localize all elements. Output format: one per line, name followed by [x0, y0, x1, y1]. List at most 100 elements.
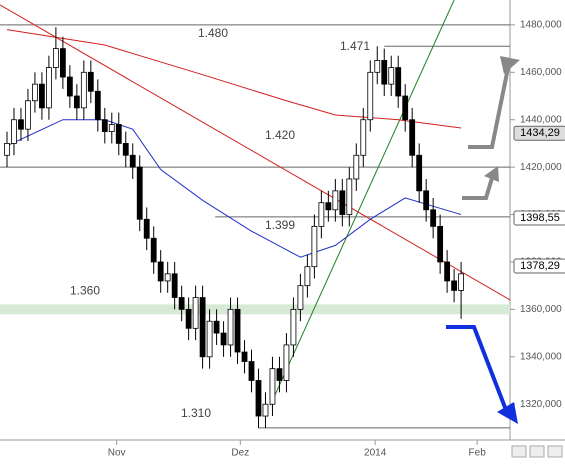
arrow-head	[500, 56, 520, 74]
candle-body	[444, 261, 451, 282]
level-label: 1.471	[340, 39, 370, 53]
candle-body	[52, 48, 59, 68]
price-label: 1378,29	[520, 260, 560, 272]
candle-body	[171, 273, 178, 298]
candle-body	[101, 119, 108, 132]
candle-body	[164, 273, 171, 282]
level-label: 1.360	[70, 284, 100, 298]
y-tick-label: 1320,000	[520, 399, 562, 410]
candle-body	[73, 95, 80, 109]
candle-body	[304, 266, 311, 287]
zoom-button[interactable]	[511, 445, 527, 458]
level-label: 1.399	[265, 218, 295, 232]
candle-body	[94, 90, 101, 121]
x-tick-label: 2014	[364, 448, 387, 459]
candle-body	[255, 380, 262, 417]
candle-body	[346, 178, 353, 215]
candle-body	[402, 95, 409, 121]
candle-body	[150, 237, 157, 263]
candle-body	[388, 67, 395, 85]
candle-body	[276, 368, 283, 381]
candle-body	[423, 190, 430, 211]
arrow-up-gray	[462, 177, 494, 200]
candle-body	[220, 332, 227, 346]
candle-body	[185, 308, 192, 329]
price-label-box	[513, 258, 565, 274]
candle-body	[339, 190, 346, 215]
y-tick-label: 1420,000	[520, 162, 562, 173]
candle-body	[234, 308, 241, 353]
price-label: 1434,29	[520, 127, 560, 139]
candle-body	[80, 71, 87, 109]
x-tick-label: Nov	[108, 448, 126, 459]
candle-body	[311, 226, 318, 268]
arrow-head	[484, 166, 499, 182]
candle-body	[192, 297, 199, 329]
y-tick-label: 1460,000	[520, 67, 562, 78]
candle-body	[458, 273, 464, 291]
x-tick-label: Dez	[231, 448, 249, 459]
candle-body	[318, 202, 325, 227]
zoom-button[interactable]	[529, 445, 545, 458]
level-label: 1.480	[198, 26, 228, 40]
trend-line	[269, 0, 455, 406]
candle-body	[353, 154, 360, 180]
candle-body	[108, 124, 115, 132]
candle-body	[367, 71, 374, 121]
candle-body	[143, 218, 150, 239]
candle-body	[157, 261, 164, 282]
candle-body	[18, 119, 24, 130]
candle-body	[451, 280, 458, 291]
candle-body	[248, 361, 255, 381]
toolbar[interactable]	[511, 445, 563, 458]
candle-body	[32, 83, 38, 102]
candle-body	[122, 143, 129, 156]
candle-body	[39, 83, 45, 109]
moving-average	[6, 29, 462, 129]
arrow-head	[497, 402, 518, 424]
level-label: 1.420	[265, 128, 295, 142]
candle-body	[46, 67, 52, 109]
candle-body	[269, 368, 276, 405]
price-label-box	[513, 125, 565, 141]
candle-body	[297, 285, 304, 310]
candle-body	[115, 124, 122, 144]
candle-body	[332, 190, 339, 211]
support-zone	[0, 304, 510, 315]
candle-body	[206, 320, 213, 358]
candle-body	[87, 71, 94, 92]
y-tick-label: 1440,000	[520, 114, 562, 125]
candle-body	[199, 297, 206, 358]
candle-body	[178, 297, 185, 310]
candle-body	[437, 226, 444, 263]
candle-body	[129, 154, 136, 168]
zoom-button[interactable]	[547, 445, 563, 458]
level-label: 1.310	[181, 406, 211, 420]
candle-body	[290, 308, 297, 346]
candle-body	[66, 76, 73, 97]
candle-body	[430, 209, 437, 227]
x-tick-label: Feb	[469, 448, 487, 459]
candle-body	[11, 119, 17, 144]
y-tick-label: 1480,000	[520, 20, 562, 31]
price-label-box	[513, 210, 565, 226]
candle-body	[283, 344, 290, 381]
candle-body	[395, 67, 402, 97]
trend-line	[0, 4, 511, 301]
candle-body	[25, 100, 31, 130]
candle-body	[262, 403, 269, 417]
candle-body	[59, 48, 66, 78]
candle-body	[213, 320, 220, 334]
y-tick-label: 1360,000	[520, 304, 562, 315]
y-tick-label: 1340,000	[520, 351, 562, 362]
candle-body	[136, 166, 143, 220]
candle-body	[4, 143, 10, 156]
candle-body	[360, 119, 367, 156]
candle-body	[241, 351, 248, 362]
candle-body	[325, 202, 332, 211]
candle-body	[374, 60, 381, 73]
candle-body	[381, 60, 388, 85]
